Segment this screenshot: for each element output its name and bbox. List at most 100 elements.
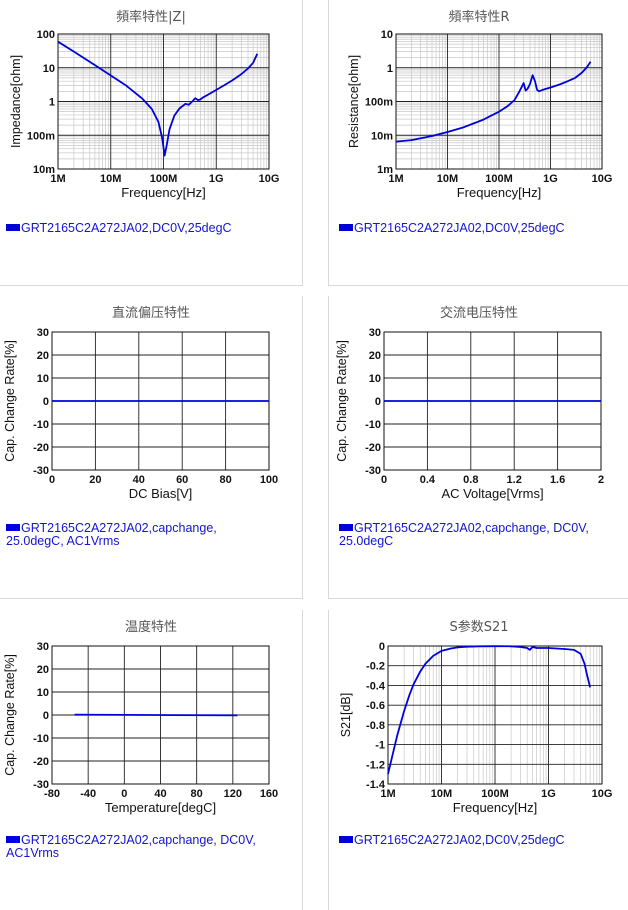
x-tick-label: 10G (592, 173, 613, 185)
chart-legend: GRT2165C2A272JA02,capchange, DC0V, 25.0d… (339, 522, 604, 548)
y-tick-label: 1 (49, 97, 55, 109)
x-tick-label: 80 (191, 788, 203, 800)
x-tick-label: 120 (224, 788, 242, 800)
y-tick-label: 20 (369, 350, 381, 362)
chart-legend: GRT2165C2A272JA02,capchange, 25.0degC, A… (6, 522, 246, 548)
chart-legend: GRT2165C2A272JA02,DC0V,25degC (339, 834, 619, 847)
y-tick-label: -0.4 (366, 680, 386, 692)
chart-legend: GRT2165C2A272JA02,DC0V,25degC (6, 222, 286, 235)
y-tick-label: -1.2 (366, 759, 385, 771)
y-tick-label: 20 (37, 664, 49, 676)
chart-title: S参数S21 (449, 620, 509, 635)
chart-panel-temperature: 温度特性 -80 -40 0 40 80 120 160 30 20 10 0 -10 -20 -30 Te… (0, 610, 303, 910)
x-tick-label: 0 (121, 788, 127, 800)
x-tick-label: 100M (481, 788, 509, 800)
legend-label: GRT2165C2A272JA02,capchange, DC0V, AC1Vr… (6, 833, 256, 860)
chart-impedance: 1M 10M 100M 1G 10G 10m 100m 1 10 100 Frequency[Hz]… (9, 29, 280, 200)
chart-title: 交流电压特性 (439, 306, 518, 321)
y-tick-label: -0.8 (366, 720, 385, 732)
chart-resistance: 1M 10M 100M 1G 10G 1m 10m 100m 1 10 Frequency[Hz] R… (347, 29, 613, 200)
y-tick-label: 100m (365, 97, 393, 109)
y-tick-label: -20 (33, 442, 49, 454)
x-tick-label: 80 (219, 474, 231, 486)
x-tick-label: 0 (381, 474, 387, 486)
x-tick-label: 40 (133, 474, 145, 486)
x-tick-label: 10G (592, 788, 613, 800)
y-tick-label: -0.2 (366, 661, 385, 673)
chart-title: 頻率特性|Z| (116, 10, 186, 25)
legend-label: GRT2165C2A272JA02,DC0V,25degC (354, 221, 565, 235)
y-tick-label: -10 (365, 419, 381, 431)
x-tick-label: 100M (485, 173, 513, 185)
y-tick-label: 10 (381, 29, 393, 41)
x-tick-label: 1.2 (507, 474, 522, 486)
y-tick-label: -0.6 (366, 700, 385, 712)
x-tick-label: -80 (44, 788, 60, 800)
x-tick-label: 10M (431, 788, 452, 800)
x-tick-label: 0.8 (463, 474, 478, 486)
y-tick-label: 0 (43, 396, 49, 408)
y-tick-label: -30 (33, 779, 49, 791)
x-tick-label: 10G (259, 173, 280, 185)
chart-temperature: -80 -40 0 40 80 120 160 30 20 10 0 -10 -20 -30 Tempera… (3, 641, 278, 815)
y-axis-label: Impedance[ohm] (9, 55, 23, 148)
y-tick-label: 10 (37, 373, 49, 385)
x-axis-label: Frequency[Hz] (453, 800, 538, 815)
chart-panel-s21: S参数S21 1M 10M 100M 1G 10G 0 -0.2 -0.4 -0.6 -0.8 -1… (328, 610, 628, 910)
y-tick-label: -1.4 (366, 779, 386, 791)
y-tick-label: -30 (365, 465, 381, 477)
series-line (74, 713, 238, 717)
y-tick-label: 10m (33, 164, 55, 176)
plot-frame (395, 33, 603, 170)
x-tick-label: 0.4 (420, 474, 436, 486)
chart-panel-ac-voltage: 交流电压特性 0 0.4 0.8 1.2 1.6 2 30 20 10 0 -10 -20 -30 AC … (328, 296, 628, 599)
y-tick-label: 10 (37, 687, 49, 699)
y-tick-label: -1 (375, 740, 385, 752)
legend-swatch (339, 524, 353, 531)
legend-label: GRT2165C2A272JA02,DC0V,25degC (354, 833, 565, 847)
y-tick-label: 10 (369, 373, 381, 385)
y-axis-label: Resistance[ohm] (347, 55, 361, 148)
chart-legend: GRT2165C2A272JA02,DC0V,25degC (339, 222, 619, 235)
series-line (57, 40, 259, 157)
x-tick-label: 1M (380, 788, 395, 800)
y-tick-label: 30 (37, 641, 49, 653)
x-tick-label: 10M (437, 173, 458, 185)
x-tick-label: 1G (541, 788, 556, 800)
series-line (395, 61, 592, 143)
y-tick-label: -10 (33, 733, 49, 745)
x-tick-label: 40 (154, 788, 166, 800)
x-tick-label: 2 (598, 474, 604, 486)
y-tick-label: -10 (33, 419, 49, 431)
y-tick-label: 0 (375, 396, 381, 408)
chart-title: 頻率特性R (448, 10, 510, 25)
y-tick-label: -20 (33, 756, 49, 768)
x-tick-label: 1.6 (550, 474, 565, 486)
legend-label: GRT2165C2A272JA02,DC0V,25degC (21, 221, 232, 235)
x-tick-label: -40 (80, 788, 96, 800)
x-axis-label: DC Bias[V] (129, 486, 193, 501)
y-tick-label: 30 (369, 327, 381, 339)
chart-title: 直流偏压特性 (111, 306, 190, 321)
legend-swatch (6, 224, 20, 231)
y-tick-label: 1m (377, 164, 393, 176)
legend-swatch (6, 836, 20, 843)
y-axis-label: Cap. Change Rate[%] (3, 340, 17, 462)
x-axis-label: Frequency[Hz] (121, 185, 206, 200)
y-tick-label: 10m (371, 130, 393, 142)
chart-panel-dc-bias: 直流偏压特性 0 20 40 60 80 100 30 20 10 0 -10 -20 -30 DC Bi… (0, 296, 303, 599)
chart-s21: 1M 10M 100M 1G 10G 0 -0.2 -0.4 -0.6 -0.8 -1 -1.2 -1.… (339, 641, 613, 815)
y-tick-label: 10 (43, 63, 55, 75)
y-tick-label: 100m (27, 130, 55, 142)
y-tick-label: 1 (387, 63, 393, 75)
y-axis-label: Cap. Change Rate[%] (335, 340, 349, 462)
x-tick-label: 10M (100, 173, 121, 185)
chart-panel-impedance: 頻率特性|Z| 1M 10M 100M 1G 10G 10m 100m 1 10 100 Frequ… (0, 0, 303, 286)
x-tick-label: 1M (50, 173, 65, 185)
chart-title: 温度特性 (124, 620, 177, 635)
x-tick-label: 100M (150, 173, 178, 185)
y-tick-label: -20 (365, 442, 381, 454)
x-axis-label: Frequency[Hz] (457, 185, 542, 200)
legend-swatch (339, 836, 353, 843)
